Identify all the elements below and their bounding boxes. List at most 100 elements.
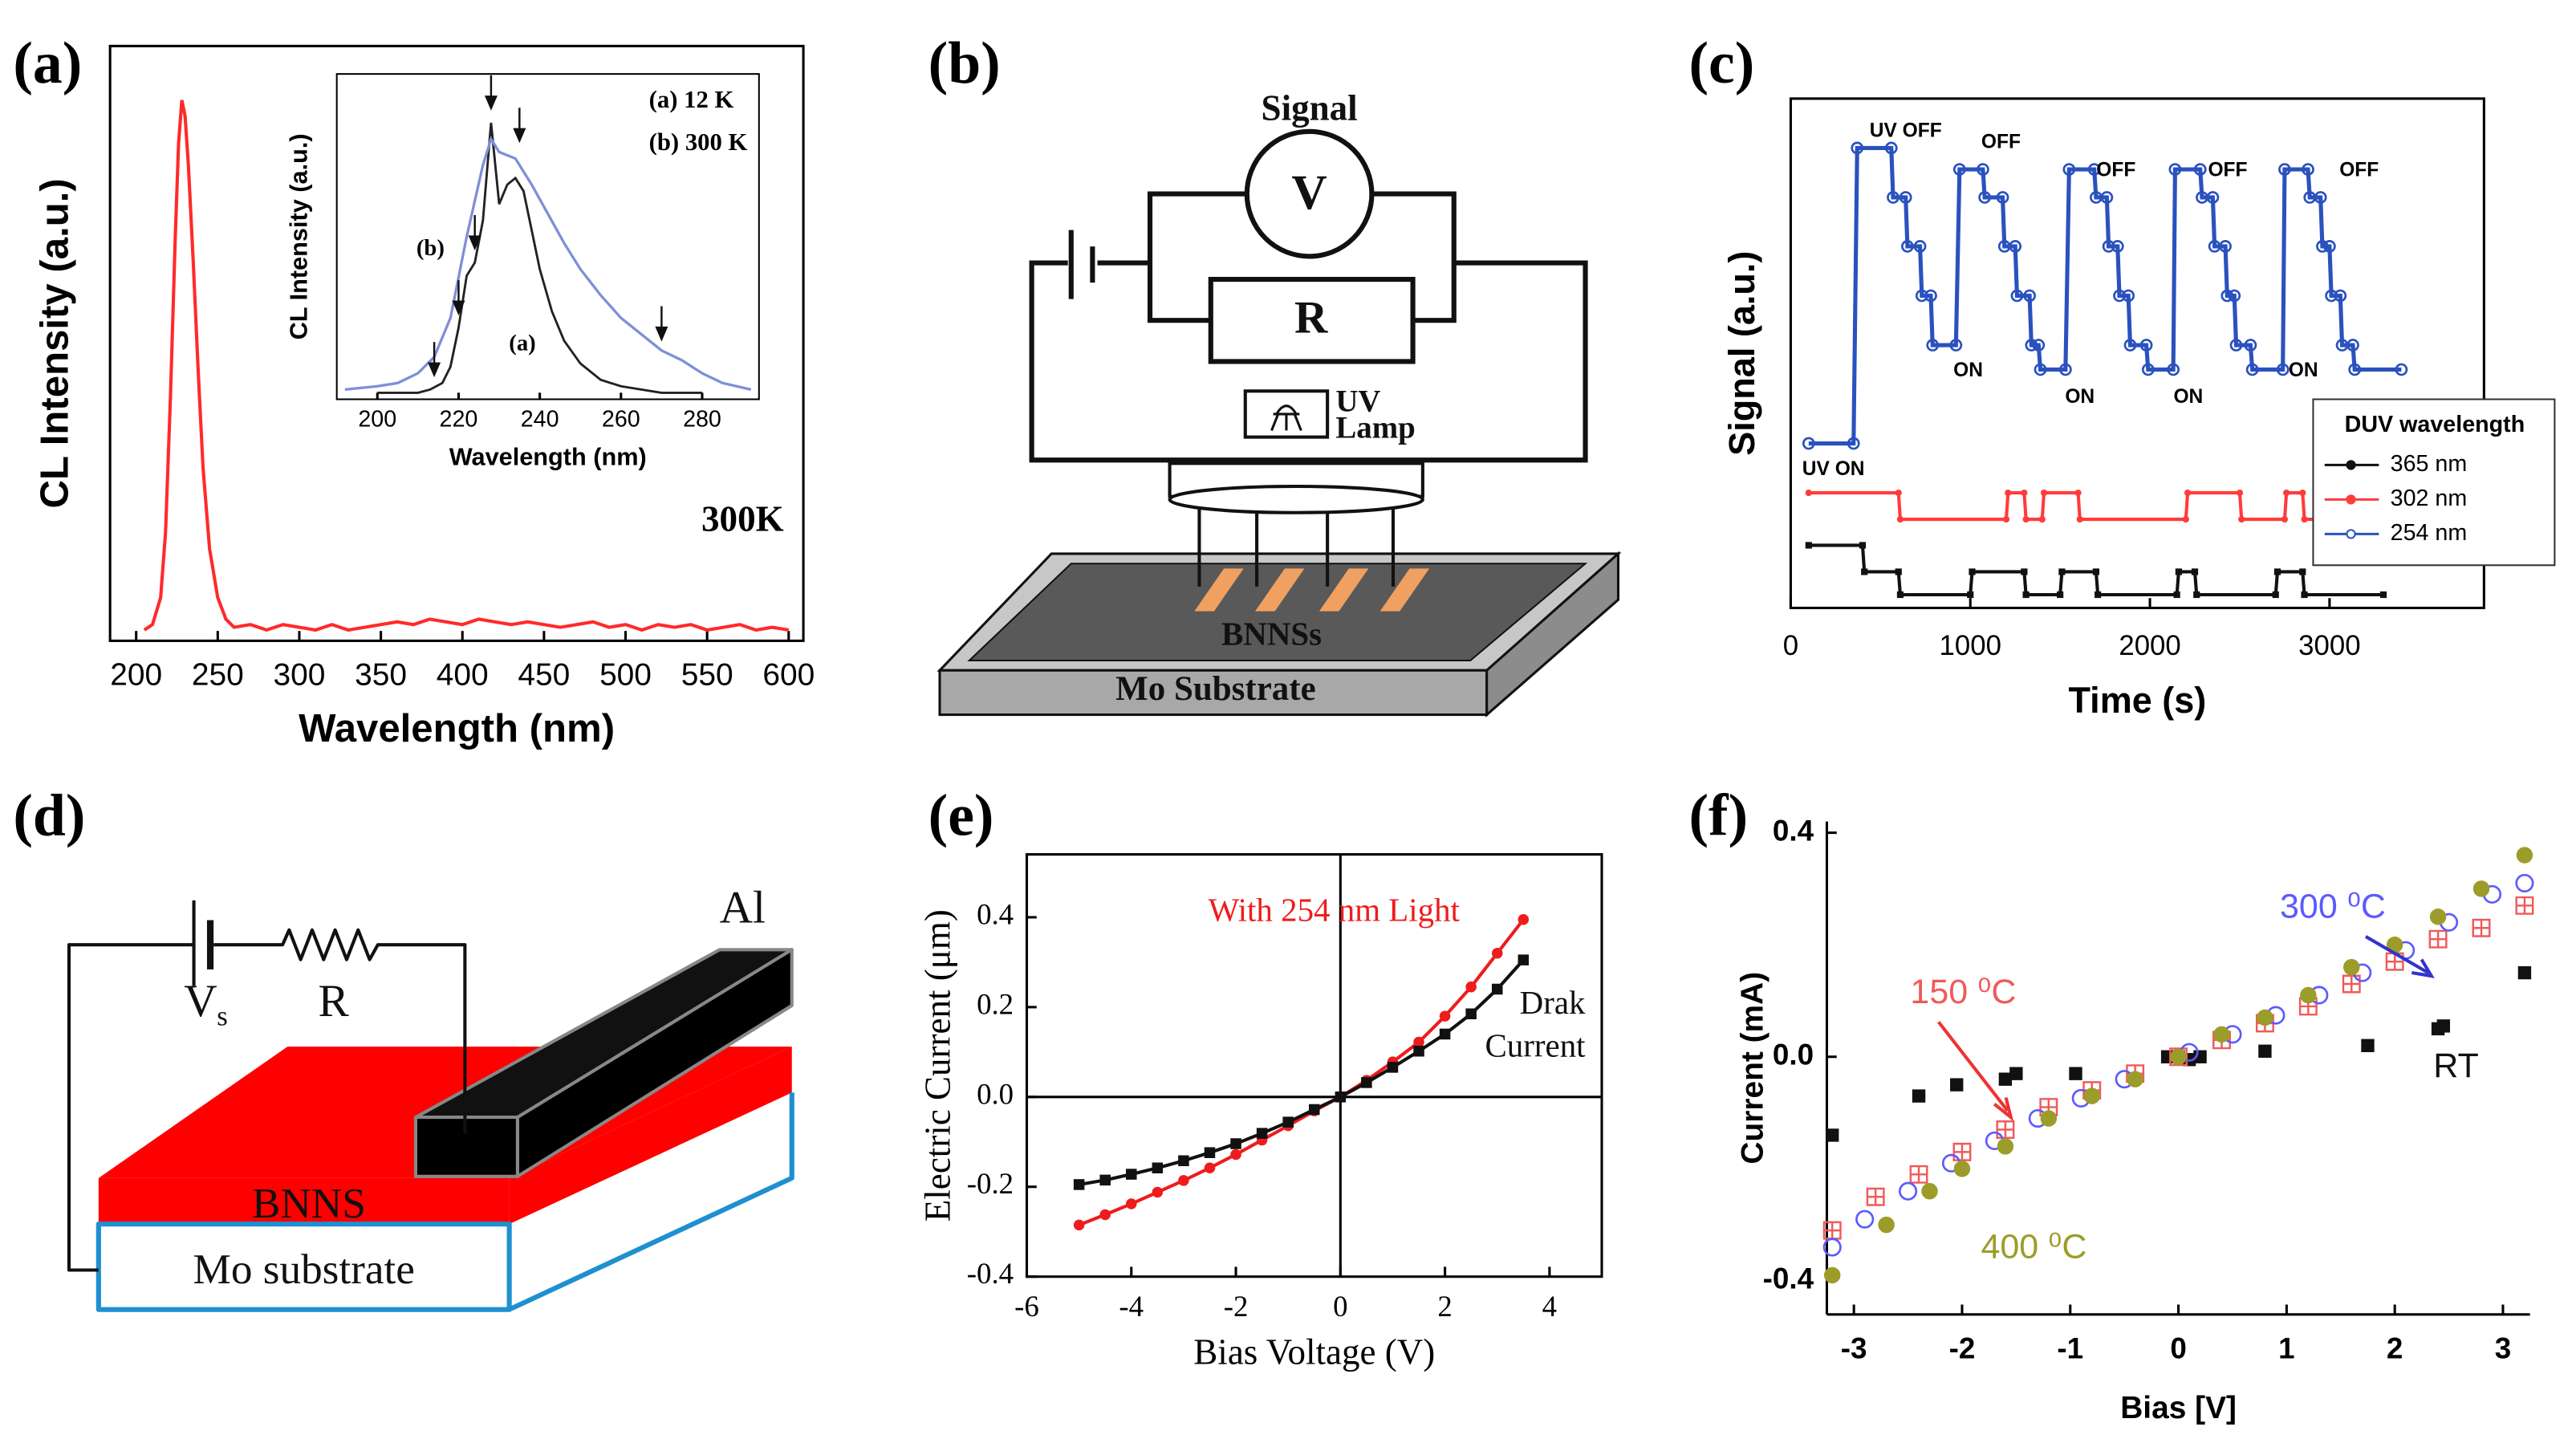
label: R — [1294, 292, 1328, 343]
panel-label: (d) — [13, 783, 85, 848]
series-label: Drak Current — [1485, 986, 1586, 1065]
marker — [2220, 289, 2234, 303]
marker — [1978, 191, 1992, 204]
marker — [2040, 1110, 2058, 1127]
resistor — [1208, 276, 1416, 364]
marker — [2167, 363, 2180, 376]
x-tick-label: -2 — [1224, 1290, 1249, 1323]
marker — [2299, 568, 2306, 575]
marker — [2361, 1039, 2375, 1052]
label: UV — [1335, 384, 1380, 419]
y-axis-label: CL Intensity (a.u.) — [34, 178, 77, 508]
arrow — [468, 215, 481, 251]
marker — [2436, 1019, 2451, 1033]
marker — [2022, 591, 2030, 599]
x-tick-label: -1 — [2057, 1332, 2083, 1365]
arrow — [484, 75, 498, 111]
x-tick-label: 2 — [2387, 1332, 2403, 1365]
marker — [2229, 339, 2243, 352]
panel-label: (e) — [928, 783, 994, 848]
marker — [2346, 339, 2359, 352]
marker — [1204, 1162, 1216, 1174]
x-tick-label: 0 — [1783, 630, 1798, 661]
annotation: ON — [1953, 360, 1983, 381]
label: Al — [720, 882, 766, 933]
annotation: ON — [2065, 386, 2095, 408]
y-tick-label: 0.4 — [1773, 814, 1814, 847]
marker — [1899, 1181, 1918, 1201]
annotation: OFF — [2339, 159, 2379, 181]
marker — [1491, 947, 1503, 959]
marker — [2139, 339, 2153, 352]
y-tick-label: -0.2 — [967, 1167, 1014, 1200]
marker — [1805, 489, 1812, 497]
marker — [1361, 1077, 1372, 1088]
marker — [2038, 515, 2046, 523]
label: V — [184, 976, 217, 1026]
marker — [2023, 289, 2036, 303]
y-tick-label: 0.4 — [977, 897, 1014, 930]
marker — [2386, 936, 2403, 953]
marker — [2092, 568, 2100, 575]
marker — [1977, 163, 1989, 176]
series-label: 150 ⁰C — [1910, 973, 2016, 1011]
label: Signal — [1262, 88, 1358, 128]
y-axis-label: CL Intensity (a.u.) — [285, 133, 313, 339]
electrode — [1379, 568, 1430, 612]
marker — [1335, 1091, 1347, 1103]
marker — [2238, 515, 2245, 523]
marker — [1439, 1010, 1451, 1022]
x-tick-label: 0 — [2170, 1332, 2186, 1365]
marker — [2083, 1087, 2100, 1104]
marker — [1967, 591, 1974, 599]
marker — [2021, 489, 2028, 497]
marker — [1802, 437, 1815, 450]
marker — [2272, 591, 2279, 599]
x-tick-label: 260 — [602, 407, 640, 433]
marker — [2236, 489, 2244, 497]
marker — [2069, 1067, 2082, 1080]
marker — [1413, 1036, 1424, 1048]
marker — [2021, 568, 2028, 575]
marker — [2002, 515, 2010, 523]
x-tick-label: 200 — [110, 658, 162, 693]
marker — [2517, 965, 2532, 980]
marker — [2300, 986, 2317, 1004]
legend-label: 254 nm — [2391, 520, 2468, 546]
marker — [2472, 880, 2490, 897]
marker — [2193, 591, 2200, 599]
x-axis-label: Bias Voltage (V) — [1193, 1331, 1435, 1372]
x-tick-label: 250 — [192, 658, 244, 693]
legend-title: DUV wavelength — [2345, 412, 2525, 437]
x-tick-label: 350 — [355, 658, 407, 693]
panel-label: (a) — [13, 30, 82, 96]
lamp-icon — [1270, 404, 1302, 431]
plot-frame — [1025, 853, 1603, 1278]
substrate-front — [95, 1222, 512, 1312]
marker — [2184, 489, 2192, 497]
y-tick-label: -0.4 — [1763, 1262, 1814, 1295]
x-axis-label: Bias [V] — [2120, 1391, 2237, 1425]
marker — [1178, 1175, 1189, 1186]
panel-label: (c) — [1689, 30, 1755, 96]
electrode — [1318, 568, 1369, 612]
marker — [1126, 1169, 1137, 1180]
marker — [2127, 1071, 2143, 1087]
marker — [2314, 191, 2327, 204]
y-axis-label: Electric Current (μm) — [917, 909, 957, 1222]
marker — [2472, 918, 2491, 937]
marker — [1805, 542, 1812, 549]
marker — [2213, 1026, 2230, 1043]
marker — [2009, 1067, 2023, 1080]
plot-frame — [108, 44, 805, 642]
marker — [1896, 515, 1904, 523]
marker — [2005, 489, 2012, 497]
annotation: ON — [2173, 386, 2203, 408]
plot-frame — [1789, 97, 2485, 610]
marker — [1204, 1147, 1216, 1158]
curve-label: (b) — [416, 235, 445, 261]
label: V — [1291, 165, 1327, 220]
series-label-box: Drak Current — [1485, 986, 1586, 1065]
marker — [1851, 141, 1864, 155]
